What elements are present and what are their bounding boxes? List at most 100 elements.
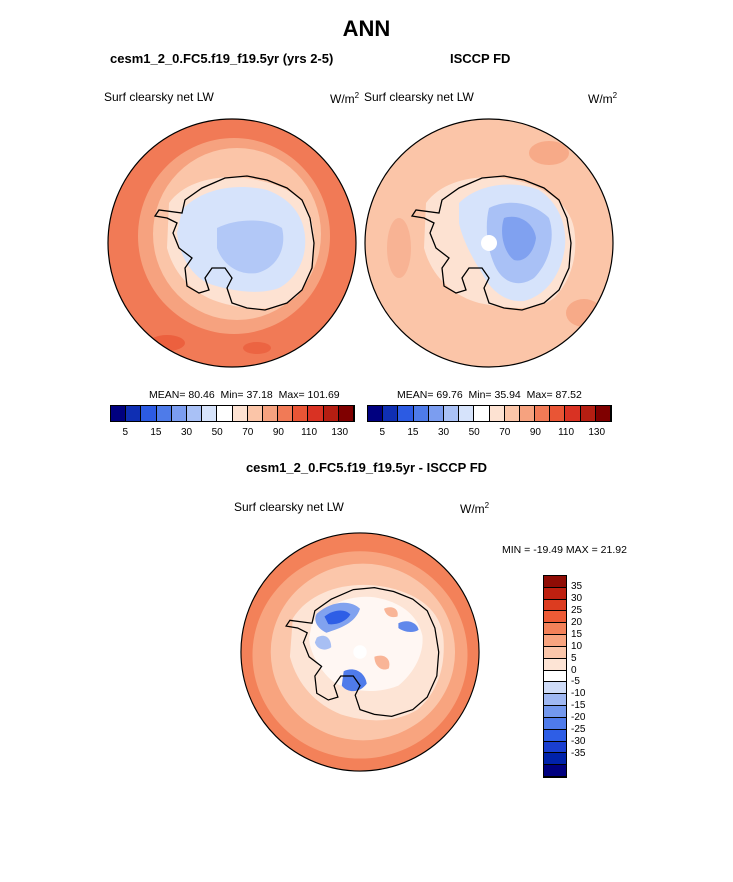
colorbar-swatch xyxy=(293,406,309,421)
panel-2-stats: MEAN= 69.76 Min= 35.94 Max= 87.52 xyxy=(397,389,582,401)
colorbar-swatch xyxy=(278,406,294,421)
coastline xyxy=(410,175,572,311)
panel-1-stats: MEAN= 80.46 Min= 37.18 Max= 101.69 xyxy=(149,389,340,401)
panel-2-map xyxy=(364,118,614,368)
difference-header: cesm1_2_0.FC5.f19_f19.5yr - ISCCP FD xyxy=(245,460,488,475)
difference-minmax: MIN = -19.49 MAX = 21.92 xyxy=(502,544,627,556)
colorbar-swatch xyxy=(544,717,566,730)
colorbar-swatch xyxy=(504,406,520,421)
colorbar-swatch xyxy=(398,406,414,421)
colorbar-swatch xyxy=(550,406,566,421)
colorbar-tick-label: 70 xyxy=(499,427,511,438)
colorbar-tick-label: 130 xyxy=(588,427,606,438)
colorbar-tick-label: 30 xyxy=(571,592,583,604)
colorbar-swatch xyxy=(459,406,475,421)
colorbar-tick-label: 50 xyxy=(468,427,480,438)
colorbar-swatch xyxy=(544,729,566,742)
panel-2-units: W/m2 xyxy=(588,91,618,106)
colorbar-swatch xyxy=(368,406,384,421)
colorbar-swatch xyxy=(580,406,596,421)
colorbar-tick-label: 90 xyxy=(529,427,541,438)
colorbar-tick-label: 110 xyxy=(301,427,318,438)
colorbar-swatch xyxy=(156,406,172,421)
colorbar-swatch xyxy=(544,658,566,671)
colorbar-swatch xyxy=(544,706,566,718)
colorbar-swatch xyxy=(186,406,203,421)
colorbar-swatch xyxy=(111,406,127,421)
colorbar-tick-label: 0 xyxy=(571,664,577,676)
colorbar-swatch xyxy=(171,406,187,421)
colorbar-tick-label: -5 xyxy=(571,676,580,688)
shade-ring xyxy=(502,216,536,261)
map-border xyxy=(107,118,357,368)
colorbar-swatch xyxy=(232,406,248,421)
colorbar-swatch xyxy=(544,587,566,600)
colorbar-tick-label: -35 xyxy=(571,748,586,760)
map-border xyxy=(240,532,480,772)
colorbar-tick-label: 10 xyxy=(571,640,583,652)
colorbar-tick-label: 5 xyxy=(379,427,386,438)
difference-map xyxy=(240,532,480,772)
colorbar-swatch xyxy=(413,406,429,421)
difference-colorbar xyxy=(543,575,567,778)
colorbar-swatch xyxy=(544,753,566,766)
colorbar-swatch xyxy=(544,599,566,612)
colorbar-swatch xyxy=(262,406,279,421)
page-title: ANN xyxy=(342,16,391,41)
shade-ring xyxy=(217,220,284,274)
panel-1-units: W/m2 xyxy=(330,91,360,106)
colorbar-swatch xyxy=(489,406,505,421)
colorbar-swatch xyxy=(544,741,566,754)
difference-variable: Surf clearsky net LW xyxy=(234,500,344,514)
colorbar-swatch xyxy=(383,406,399,421)
colorbar-swatch xyxy=(544,635,566,647)
panel-1-header: cesm1_2_0.FC5.f19_f19.5yr (yrs 2-5) xyxy=(110,51,334,66)
colorbar-tick-label: -15 xyxy=(571,700,586,712)
coastline xyxy=(285,587,440,717)
colorbar-tick-label: -25 xyxy=(571,724,586,736)
difference-units: W/m2 xyxy=(460,501,490,516)
panel-2-header: ISCCP FD xyxy=(450,51,511,66)
colorbar-swatch xyxy=(595,406,611,421)
colorbar-swatch xyxy=(544,611,566,624)
colorbar-swatch xyxy=(544,682,566,695)
colorbar-tick-label: -30 xyxy=(571,736,586,748)
colorbar-tick-label: -20 xyxy=(571,712,586,724)
colorbar-tick-label: 110 xyxy=(558,427,575,438)
colorbar-tick-label: 5 xyxy=(122,427,129,438)
panel-1-variable: Surf clearsky net LW xyxy=(104,90,214,104)
colorbar-swatch xyxy=(202,406,218,421)
colorbar-tick-label: -10 xyxy=(571,688,586,700)
panel-1-map xyxy=(107,118,357,368)
colorbar-swatch xyxy=(338,406,354,421)
panel-2-colorbar xyxy=(367,405,612,422)
colorbar-tick-label: 30 xyxy=(438,427,450,438)
panel-1-colorbar xyxy=(110,405,355,422)
colorbar-swatch xyxy=(247,406,263,421)
colorbar-swatch xyxy=(519,406,536,421)
map-border xyxy=(364,118,614,368)
colorbar-swatch xyxy=(544,623,566,636)
colorbar-swatch xyxy=(308,406,324,421)
colorbar-tick-label: 50 xyxy=(211,427,223,438)
colorbar-tick-label: 5 xyxy=(571,652,577,664)
colorbar-swatch xyxy=(474,406,490,421)
pole-hole xyxy=(353,645,367,659)
colorbar-tick-label: 15 xyxy=(150,427,162,438)
colorbar-swatch xyxy=(141,406,157,421)
colorbar-tick-label: 30 xyxy=(181,427,193,438)
coastline xyxy=(153,175,315,311)
colorbar-tick-label: 35 xyxy=(571,580,583,592)
colorbar-swatch xyxy=(443,406,460,421)
colorbar-swatch xyxy=(126,406,142,421)
panel-2-colorbar-ticks: 5 15 30 50 70 90 110 130 xyxy=(367,427,612,441)
colorbar-tick-label: 70 xyxy=(242,427,254,438)
colorbar-tick-label: 20 xyxy=(571,616,583,628)
colorbar-swatch xyxy=(428,406,444,421)
colorbar-tick-label: 15 xyxy=(407,427,419,438)
shade-ring xyxy=(324,610,351,625)
colorbar-swatch xyxy=(565,406,581,421)
pole-hole xyxy=(481,235,497,251)
difference-colorbar-ticks: 35 30 25 20 15 10 5 0 -5 -10 -15 -20 -25 -30 -35 xyxy=(571,575,601,778)
colorbar-tick-label: 90 xyxy=(272,427,284,438)
